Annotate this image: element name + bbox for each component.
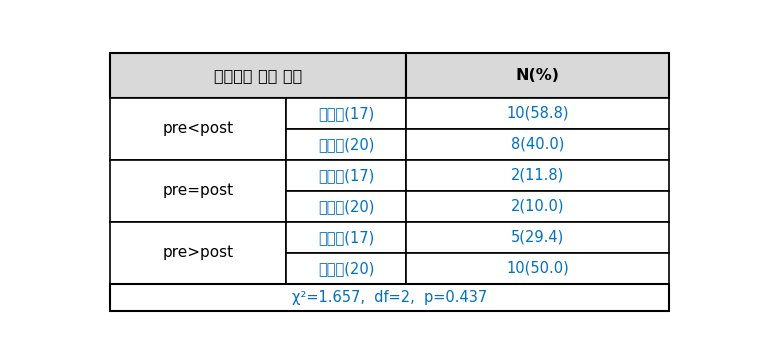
Text: 2(10.0): 2(10.0) — [511, 199, 565, 214]
Bar — [286, 98, 407, 129]
Bar — [407, 160, 670, 191]
Bar — [286, 222, 407, 253]
Text: 대조군(20): 대조군(20) — [318, 261, 375, 276]
Text: pre=post: pre=post — [163, 183, 233, 198]
Text: 대조군(20): 대조군(20) — [318, 199, 375, 214]
Text: 대조군(20): 대조군(20) — [318, 137, 375, 152]
Text: χ²=1.657,  df=2,  p=0.437: χ²=1.657, df=2, p=0.437 — [292, 290, 487, 305]
Bar — [286, 129, 407, 160]
Bar — [109, 222, 286, 284]
Bar — [407, 98, 670, 129]
Bar — [407, 53, 670, 98]
Text: 교육군(17): 교육군(17) — [318, 168, 374, 183]
Bar — [407, 191, 670, 222]
Text: pre>post: pre>post — [163, 245, 233, 260]
Bar — [109, 284, 670, 311]
Text: 5(29.4): 5(29.4) — [511, 230, 565, 245]
Text: pre<post: pre<post — [163, 121, 233, 136]
Text: 식품안전 행동 점수: 식품안전 행동 점수 — [214, 68, 302, 83]
Bar — [407, 253, 670, 284]
Text: 2(11.8): 2(11.8) — [511, 168, 565, 183]
Bar — [286, 191, 407, 222]
Text: 10(50.0): 10(50.0) — [506, 261, 569, 276]
Text: 교육군(17): 교육군(17) — [318, 106, 374, 121]
Bar — [286, 253, 407, 284]
Bar — [286, 160, 407, 191]
Bar — [407, 129, 670, 160]
Text: 교육군(17): 교육군(17) — [318, 230, 374, 245]
Bar — [407, 222, 670, 253]
Text: N(%): N(%) — [516, 68, 560, 83]
Text: 10(58.8): 10(58.8) — [506, 106, 569, 121]
Text: 8(40.0): 8(40.0) — [511, 137, 565, 152]
Bar — [109, 98, 286, 160]
Bar — [109, 160, 286, 222]
Bar — [109, 53, 407, 98]
